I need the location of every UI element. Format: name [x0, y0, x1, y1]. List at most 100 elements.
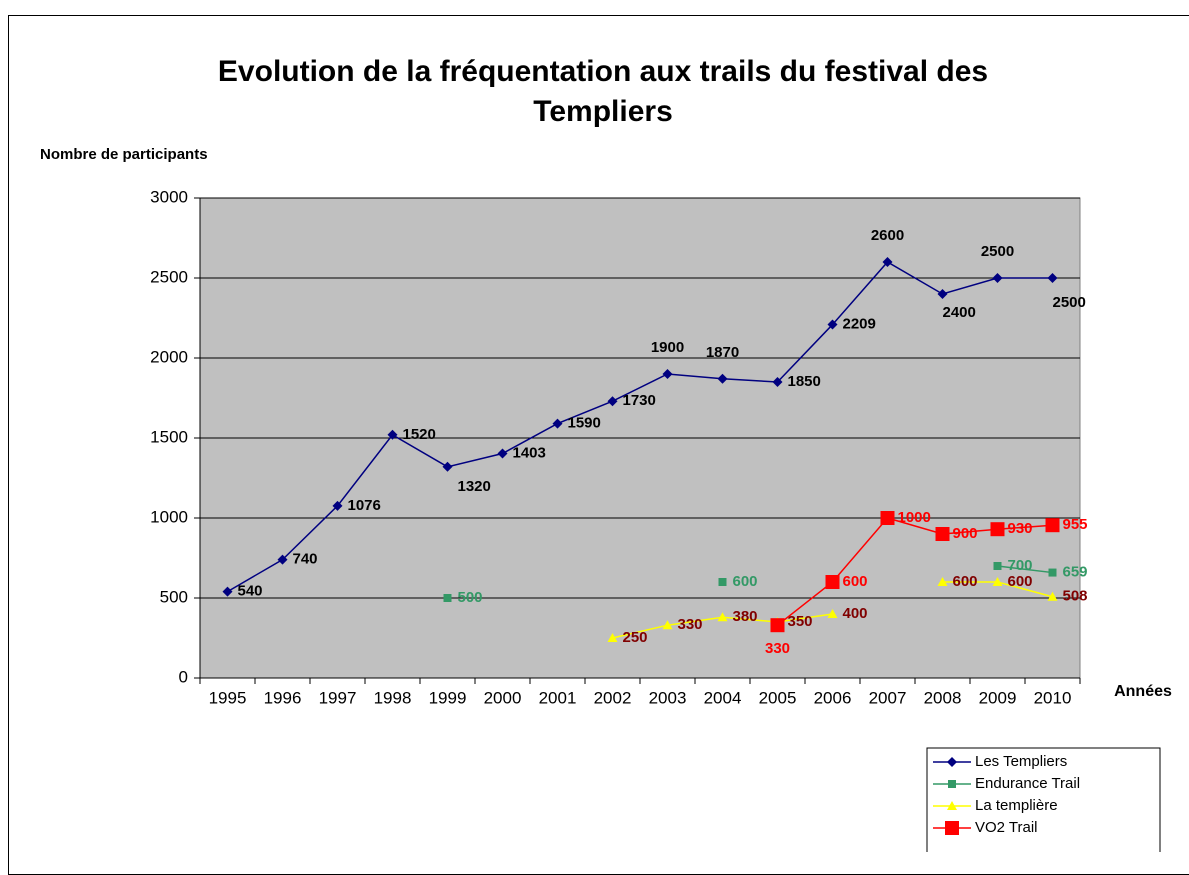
series-line — [227, 261, 1053, 593]
marker — [825, 575, 840, 589]
marker — [717, 612, 728, 622]
legend-label: Les Templiers — [975, 753, 1067, 770]
chart-title: Evolution de la fréquentation aux trails… — [217, 55, 989, 128]
marker — [277, 554, 288, 565]
marker — [1045, 518, 1060, 533]
data-label: 1000 — [898, 509, 931, 526]
data-label: 330 — [678, 616, 703, 633]
data-label: 1403 — [513, 444, 546, 461]
x-tick-label: 2010 — [1034, 688, 1072, 707]
legend-label: La templière — [975, 797, 1058, 814]
data-label: 955 — [1063, 516, 1088, 533]
marker — [662, 369, 673, 379]
data-label: 350 — [788, 613, 813, 630]
marker — [497, 448, 508, 459]
marker — [827, 609, 838, 618]
data-label: 508 — [1063, 588, 1088, 605]
marker — [947, 757, 957, 767]
x-tick-label: 2008 — [924, 688, 962, 707]
marker — [718, 578, 727, 586]
marker — [1047, 591, 1058, 601]
marker — [937, 577, 948, 586]
data-label: 500 — [458, 589, 483, 606]
marker — [945, 821, 959, 835]
data-label: 1900 — [651, 339, 684, 356]
marker — [993, 562, 1002, 570]
marker — [443, 594, 452, 602]
data-label: 400 — [843, 605, 868, 622]
y-tick-label: 0 — [179, 667, 188, 686]
data-label: 1730 — [623, 392, 656, 409]
legend-box — [926, 747, 1161, 852]
marker — [948, 780, 956, 788]
data-label: 2600 — [871, 227, 904, 244]
marker — [990, 522, 1005, 537]
chart: Nombre de participants Années 0 500 1000 15… — [40, 146, 1172, 852]
marker — [882, 257, 893, 267]
marker — [770, 618, 785, 633]
series-line — [777, 517, 1053, 626]
x-tick-label: 1996 — [264, 688, 302, 707]
x-tick-label: 2004 — [704, 688, 742, 707]
data-label: 2500 — [1053, 294, 1086, 311]
x-tick-label: 2002 — [594, 688, 632, 707]
data-label: 1076 — [348, 497, 381, 514]
marker — [880, 511, 895, 525]
data-label: 380 — [733, 608, 758, 625]
y-tick-label: 1500 — [150, 427, 188, 446]
data-label: 930 — [1008, 520, 1033, 537]
marker — [717, 373, 728, 384]
data-label: 1590 — [568, 415, 601, 432]
x-tick-label: 1995 — [209, 688, 247, 707]
marker — [442, 461, 453, 472]
marker — [607, 396, 618, 407]
data-label: 600 — [1008, 573, 1033, 590]
data-label: 1850 — [788, 373, 821, 390]
data-label: 2500 — [981, 243, 1014, 260]
x-tick-label: 2006 — [814, 688, 852, 707]
data-label: 600 — [733, 573, 758, 590]
data-label: 740 — [293, 551, 318, 568]
marker — [827, 319, 838, 330]
marker — [772, 377, 783, 387]
data-label: 1870 — [706, 344, 739, 361]
data-label: 600 — [843, 573, 868, 590]
x-tick-label: 2005 — [759, 688, 797, 707]
marker — [222, 586, 233, 597]
data-label: 2400 — [943, 304, 976, 321]
x-tick-label: 2007 — [869, 688, 907, 707]
marker — [937, 289, 948, 299]
marker — [992, 577, 1003, 586]
y-tick-label: 1000 — [150, 507, 188, 526]
marker — [992, 273, 1003, 283]
x-tick-label: 2003 — [649, 688, 687, 707]
y-tick-label: 2500 — [150, 267, 188, 286]
page: {"chart_data": {"type": "line", "title":… — [8, 15, 1189, 875]
y-tick-label: 500 — [160, 587, 188, 606]
marker — [1047, 273, 1058, 283]
x-tick-label: 1998 — [374, 688, 412, 707]
marker — [387, 429, 398, 440]
marker — [607, 633, 618, 642]
x-axis-label: Années — [1114, 683, 1172, 700]
data-label: 330 — [765, 640, 790, 657]
x-tick-label: 2009 — [979, 688, 1017, 707]
data-label: 250 — [623, 629, 648, 646]
data-label: 600 — [953, 573, 978, 590]
marker — [662, 620, 673, 630]
legend-label: VO2 Trail — [975, 819, 1038, 836]
x-tick-label: 2001 — [539, 688, 577, 707]
y-axis-label: Nombre de participants — [40, 146, 208, 163]
y-tick-label: 2000 — [150, 347, 188, 366]
marker — [332, 500, 343, 511]
x-tick-label: 1999 — [429, 688, 467, 707]
y-tick-label: 3000 — [150, 187, 188, 206]
data-label: 2209 — [843, 316, 876, 333]
marker — [552, 418, 563, 429]
marker — [947, 801, 957, 810]
series-line — [997, 565, 1053, 574]
data-label: 659 — [1063, 564, 1088, 581]
data-label: 540 — [238, 583, 263, 600]
data-label: 1320 — [458, 478, 491, 495]
data-label: 1520 — [403, 426, 436, 443]
